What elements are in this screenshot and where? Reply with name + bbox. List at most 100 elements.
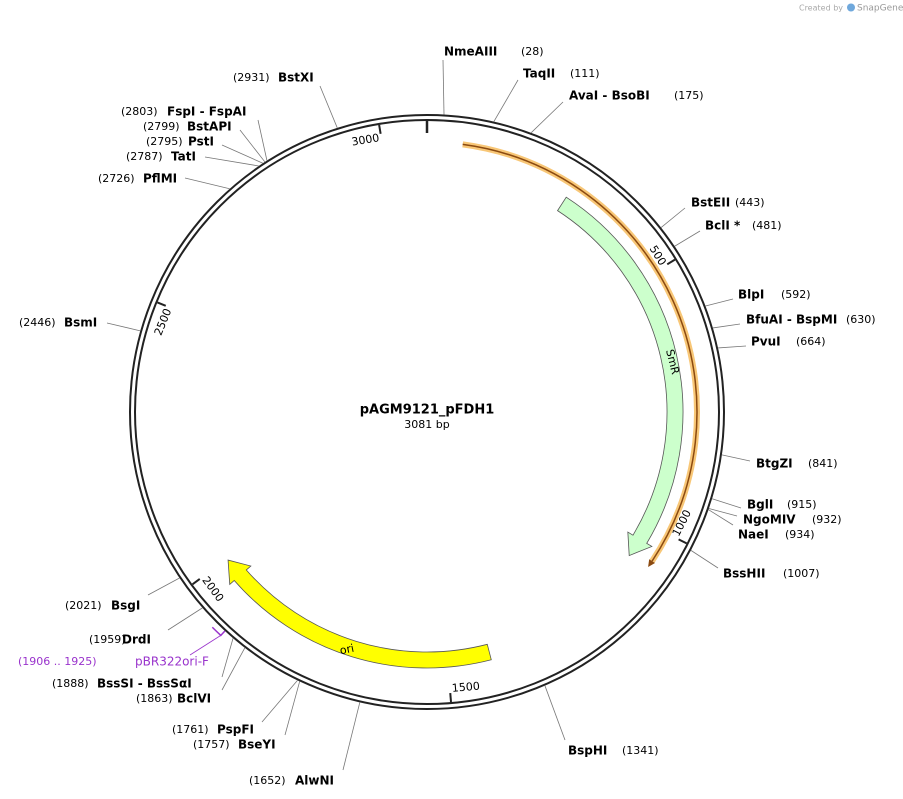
site-name: BstEII (691, 196, 730, 210)
site-name: BtgZI (756, 457, 793, 471)
site-name: BlpI (738, 288, 764, 302)
feature-arrow (227, 559, 492, 669)
brand-logo (847, 3, 855, 12)
primer-leader (189, 635, 222, 656)
site-name: TaqII (523, 67, 555, 81)
site-name: DrdI (122, 633, 151, 647)
site-position: (1761) (172, 723, 209, 736)
site-name: NgoMIV (743, 513, 796, 527)
site-position: (1863) (136, 692, 173, 705)
site-leader (721, 454, 751, 462)
site-position: (443) (735, 196, 765, 209)
site-leader (705, 298, 734, 307)
site-position: (2446) (19, 316, 56, 329)
site-name: PspFI (217, 723, 254, 737)
site-leader (167, 607, 203, 631)
site-leader (147, 577, 180, 596)
tick-mark (191, 578, 201, 586)
site-leader (239, 129, 266, 163)
site-name: NaeI (738, 528, 769, 542)
site-name: TatI (171, 150, 196, 164)
tick-mark (678, 538, 688, 545)
site-leader (690, 550, 719, 569)
site-position: (28) (521, 45, 544, 58)
site-leader (674, 230, 701, 247)
site-leader (284, 681, 301, 736)
site-position: (915) (787, 498, 817, 511)
plasmid-length: 3081 bp (404, 418, 449, 431)
site-position: (2787) (126, 150, 163, 163)
primer-name: pBR322ori-F (135, 655, 209, 669)
site-position: (481) (752, 219, 782, 232)
site-name: BsmI (64, 316, 97, 330)
site-position: (934) (785, 528, 815, 541)
site-name: PflMI (143, 172, 177, 186)
site-leader (184, 177, 230, 190)
cds-head (648, 559, 655, 567)
site-leader (708, 509, 734, 526)
site-leader (221, 647, 246, 691)
site-position: (664) (796, 335, 826, 348)
primer-range: (1906 .. 1925) (18, 655, 97, 668)
feature-label: SmR (663, 348, 682, 376)
site-name: BspHI (568, 744, 607, 758)
site-leader (342, 702, 361, 771)
site-name: BglI (747, 498, 773, 512)
site-position: (1341) (622, 744, 659, 757)
site-leader (106, 322, 141, 332)
site-leader (708, 508, 738, 517)
site-name: BseYI (238, 738, 276, 752)
site-position: (841) (808, 457, 838, 470)
site-position: (2795) (146, 135, 183, 148)
site-leader (544, 685, 566, 741)
cds-line (462, 143, 698, 562)
site-position: (175) (674, 89, 704, 102)
tick-mark (157, 301, 167, 307)
site-position: (2726) (98, 172, 135, 185)
site-name: AvaI - BsoBI (569, 89, 650, 103)
site-name: BssHII (723, 567, 765, 581)
site-position: (1888) (52, 677, 89, 690)
site-position: (2803) (121, 105, 158, 118)
site-leader (204, 156, 259, 167)
site-name: BclVI (177, 692, 211, 706)
site-leader (221, 638, 234, 678)
site-position: (2931) (233, 71, 270, 84)
site-position: (1757) (193, 738, 230, 751)
site-leader (660, 207, 686, 228)
tick-mark (378, 124, 382, 135)
tick-label: 1500 (451, 680, 480, 695)
site-position: (2021) (65, 599, 102, 612)
site-leader (711, 498, 742, 509)
site-leader (530, 101, 564, 134)
tick-label: 2500 (152, 307, 175, 338)
site-position: (932) (812, 513, 842, 526)
site-position: (592) (781, 288, 811, 301)
site-leader (319, 85, 338, 128)
site-leader (712, 323, 741, 329)
feature-label: ori (339, 642, 356, 658)
site-name: BstAPI (187, 120, 232, 134)
brand-prefix: Created by (799, 4, 843, 13)
site-name: AlwNI (295, 774, 334, 788)
site-leader (718, 345, 747, 349)
site-position: (111) (570, 67, 600, 80)
plasmid-name: pAGM9121_pFDH1 (360, 403, 495, 418)
site-leader (221, 144, 264, 164)
site-position: (1652) (249, 774, 286, 787)
site-name: BclI * (705, 219, 741, 233)
site-name: NmeAIII (444, 45, 497, 59)
site-position: (1959) (89, 633, 126, 646)
site-leader (493, 79, 519, 122)
tick-label: 3000 (351, 131, 381, 148)
tick-mark (449, 692, 453, 703)
site-name: PstI (188, 135, 214, 149)
site-leader (257, 119, 268, 161)
site-position: (1007) (783, 567, 820, 580)
site-position: (630) (846, 313, 876, 326)
feature-arrow (556, 196, 684, 557)
site-name: BssSI - BssSαI (97, 677, 192, 691)
backbone-outer (129, 114, 725, 710)
